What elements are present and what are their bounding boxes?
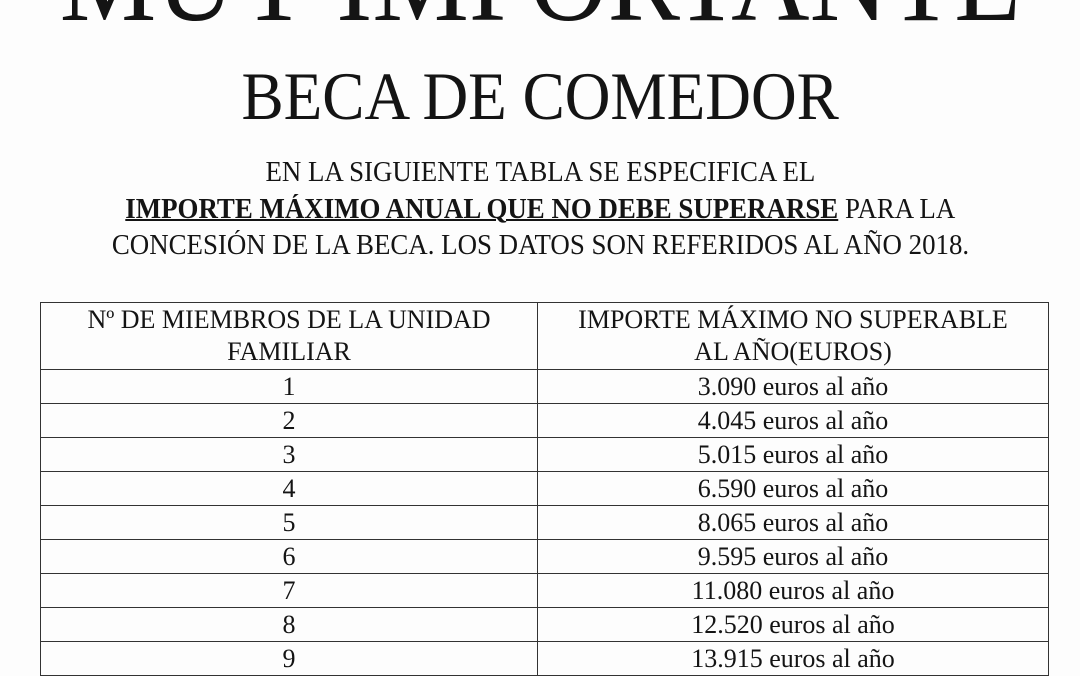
cell-amount: 3.090 euros al año	[537, 369, 1049, 404]
cell-amount: 12.520 euros al año	[537, 607, 1049, 642]
table-row: 8 12.520 euros al año	[40, 607, 1049, 642]
income-threshold-table: Nº DE MIEMBROS DE LA UNIDAD FAMILIAR IMPO…	[40, 302, 1049, 676]
intro-line-2: IMPORTE MÁXIMO ANUAL QUE NO DEBE SUPERAR…	[0, 196, 1080, 224]
table-row: 5 8.065 euros al año	[40, 505, 1049, 540]
table-row: 1 3.090 euros al año	[40, 369, 1049, 404]
page-subtitle: BECA DE COMEDOR	[0, 62, 1080, 130]
table-header-row: Nº DE MIEMBROS DE LA UNIDAD FAMILIAR IMPO…	[40, 302, 1049, 370]
intro-line-3-text: CONCESIÓN DE LA BECA. LOS DATOS SON REFE…	[111, 230, 969, 261]
header-amount-line2: AL AÑO(EUROS)	[694, 337, 892, 366]
intro-line-2-text: IMPORTE MÁXIMO ANUAL QUE NO DEBE SUPERAR…	[125, 196, 955, 224]
cell-members: 6	[40, 539, 538, 574]
cell-amount: 9.595 euros al año	[537, 539, 1049, 574]
cell-amount: 8.065 euros al año	[537, 505, 1049, 540]
cell-members: 3	[40, 437, 538, 472]
header-amount: IMPORTE MÁXIMO NO SUPERABLE AL AÑO(EUROS)	[537, 302, 1049, 370]
header-members-line1: Nº DE MIEMBROS DE LA UNIDAD	[87, 305, 491, 334]
cell-members: 4	[40, 471, 538, 506]
intro-line-3: CONCESIÓN DE LA BECA. LOS DATOS SON REFE…	[0, 232, 1080, 260]
cell-members: 9	[40, 641, 538, 676]
table-body: 1 3.090 euros al año 2 4.045 euros al año 3 5…	[40, 369, 1049, 676]
cell-amount: 4.045 euros al año	[537, 403, 1049, 438]
table-row: 9 13.915 euros al año	[40, 641, 1049, 676]
intro-line-2-rest: PARA LA	[837, 194, 955, 225]
cell-amount: 13.915 euros al año	[537, 641, 1049, 676]
header-members-line2: FAMILIAR	[227, 337, 351, 366]
table-row: 4 6.590 euros al año	[40, 471, 1049, 506]
intro-line-1: EN LA SIGUIENTE TABLA SE ESPECIFICA EL	[0, 159, 1080, 187]
header-members: Nº DE MIEMBROS DE LA UNIDAD FAMILIAR	[40, 302, 538, 370]
page-title: MUY IMPORTANTE	[0, 0, 1080, 40]
cell-amount: 5.015 euros al año	[537, 437, 1049, 472]
cell-members: 7	[40, 573, 538, 608]
table-row: 7 11.080 euros al año	[40, 573, 1049, 608]
intro-line-1-text: EN LA SIGUIENTE TABLA SE ESPECIFICA EL	[265, 157, 815, 188]
cell-amount: 6.590 euros al año	[537, 471, 1049, 506]
intro-emphasis: IMPORTE MÁXIMO ANUAL QUE NO DEBE SUPERAR…	[125, 194, 838, 225]
table-row: 6 9.595 euros al año	[40, 539, 1049, 574]
table-row: 2 4.045 euros al año	[40, 403, 1049, 438]
page-subtitle-text: BECA DE COMEDOR	[241, 58, 839, 134]
table-row: 3 5.015 euros al año	[40, 437, 1049, 472]
page-title-text: MUY IMPORTANTE	[60, 0, 1021, 40]
cell-members: 2	[40, 403, 538, 438]
cell-members: 1	[40, 369, 538, 404]
header-amount-line1: IMPORTE MÁXIMO NO SUPERABLE	[578, 305, 1008, 334]
cell-members: 8	[40, 607, 538, 642]
cell-amount: 11.080 euros al año	[537, 573, 1049, 608]
cell-members: 5	[40, 505, 538, 540]
